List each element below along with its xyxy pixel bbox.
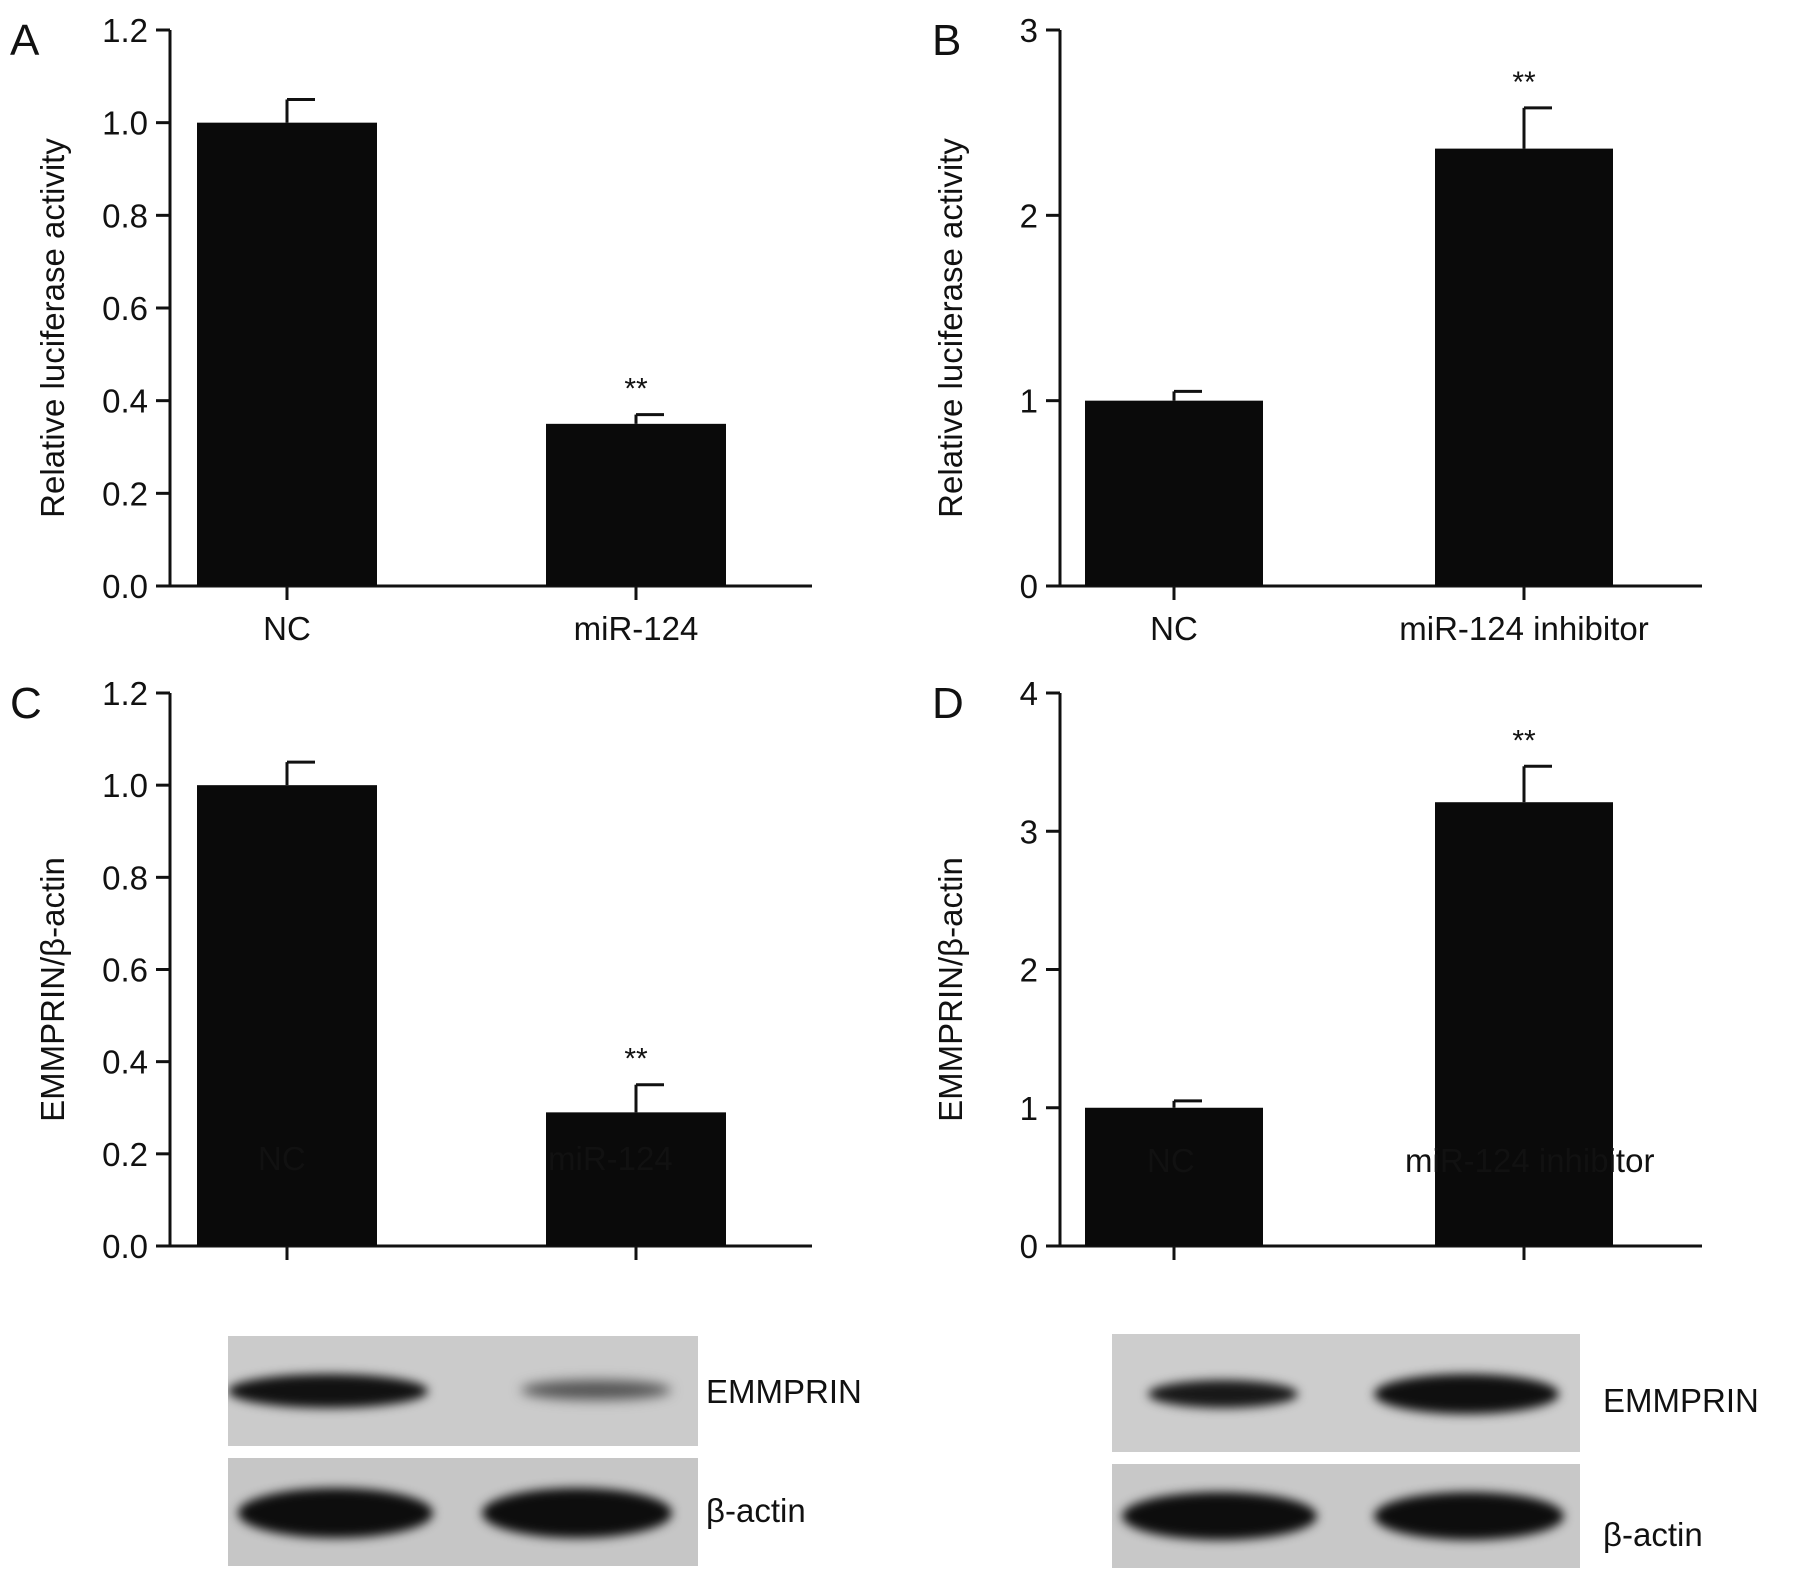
significance-b-1: **	[1512, 66, 1536, 99]
panel-letter-d: D	[932, 679, 964, 728]
y-tick-label-d-1: 1	[1020, 1090, 1038, 1127]
blot-c-actin-band-mir124	[482, 1488, 672, 1538]
significance-a-1: **	[624, 373, 648, 406]
blot-d-emmprin-label: EMMPRIN	[1603, 1382, 1759, 1419]
blot-c-emmprin-strip	[228, 1336, 698, 1446]
bar-b-0	[1085, 400, 1263, 586]
x-tick-label-b-0: NC	[1150, 610, 1198, 647]
bar-d-0	[1085, 1107, 1263, 1246]
blot-d-emmprin-band-inhibitor	[1374, 1374, 1559, 1414]
y-axis-label-b: Relative luciferase activity	[932, 138, 969, 518]
x-tick-label-a-0: NC	[263, 610, 311, 647]
y-tick-label-a-3: 0.6	[102, 290, 148, 327]
blot-c-lane-label-nc: NC	[258, 1140, 306, 1177]
bar-a-1	[546, 423, 726, 586]
y-tick-label-c-5: 1.0	[102, 767, 148, 804]
bar-b-1	[1435, 148, 1613, 586]
x-tick-label-a-1: miR-124	[574, 610, 699, 647]
chart-panel-a: A 0.0 0.2 0.4 0.6 0.8 1.0 1.2 Relative luciferas…	[10, 12, 812, 647]
y-tick-label-c-3: 0.6	[102, 952, 148, 989]
y-axis-label-a: Relative luciferase activity	[34, 138, 71, 518]
blot-c-emmprin-band-mir124	[521, 1380, 671, 1400]
y-tick-label-c-1: 0.2	[102, 1136, 148, 1173]
y-tick-label-d-2: 2	[1020, 952, 1038, 989]
blot-c-emmprin-label: EMMPRIN	[706, 1373, 862, 1410]
y-tick-label-b-2: 2	[1020, 197, 1038, 234]
bar-c-0	[197, 785, 377, 1246]
blot-d-emmprin-strip	[1112, 1334, 1580, 1452]
y-tick-label-c-2: 0.4	[102, 1044, 148, 1081]
blot-d-actin-band-inhibitor	[1374, 1492, 1564, 1540]
y-tick-label-a-0: 0.0	[102, 568, 148, 605]
bar-c-1	[546, 1112, 726, 1246]
y-tick-label-a-2: 0.4	[102, 383, 148, 420]
y-tick-label-b-1: 1	[1020, 383, 1038, 420]
blot-c-actin-band-nc	[238, 1488, 433, 1538]
blot-c-actin-strip	[228, 1458, 698, 1566]
y-tick-label-a-1: 0.2	[102, 475, 148, 512]
blot-d-lane-label-nc: NC	[1147, 1142, 1195, 1179]
blot-d-lane-label-inhibitor: miR-124 inhibitor	[1405, 1142, 1655, 1179]
y-tick-label-d-3: 3	[1020, 813, 1038, 850]
blot-d-emmprin-band-nc	[1148, 1380, 1298, 1408]
y-axis-label-c: EMMPRIN/β-actin	[34, 857, 71, 1122]
panel-letter-b: B	[932, 16, 961, 65]
blot-c-lane-label-mir124: miR-124	[548, 1140, 673, 1177]
blot-c-emmprin-band-nc	[228, 1374, 428, 1408]
bar-d-1	[1435, 802, 1613, 1246]
y-tick-label-d-4: 4	[1020, 675, 1038, 712]
y-tick-label-d-0: 0	[1020, 1228, 1038, 1260]
blot-d-actin-band-nc	[1122, 1492, 1317, 1540]
significance-c-1: **	[624, 1043, 648, 1076]
y-tick-label-b-0: 0	[1020, 568, 1038, 605]
y-tick-label-c-4: 0.8	[102, 859, 148, 896]
x-tick-label-b-1: miR-124 inhibitor	[1399, 610, 1648, 647]
significance-d-1: **	[1512, 724, 1536, 757]
blot-c-actin-label: β-actin	[706, 1492, 806, 1529]
chart-panel-b: B 0 1 2 3 Relative luciferase activity NC ** miR…	[932, 12, 1702, 647]
chart-panel-d: D 0 1 2 3 4 EMMPRIN/β-actin **	[932, 675, 1702, 1260]
y-tick-label-c-0: 0.0	[102, 1228, 148, 1260]
y-tick-label-a-5: 1.0	[102, 105, 148, 142]
y-axis-label-d: EMMPRIN/β-actin	[932, 857, 969, 1122]
y-tick-label-a-6: 1.2	[102, 12, 148, 49]
y-tick-label-b-3: 3	[1020, 12, 1038, 49]
y-tick-label-c-6: 1.2	[102, 675, 148, 712]
chart-panel-c: C 0.0 0.2 0.4 0.6 0.8 1.0 1.2 EMMPRIN/β-actin **	[10, 675, 812, 1260]
panel-letter-c: C	[10, 679, 42, 728]
bar-a-0	[197, 122, 377, 587]
blot-d-actin-label: β-actin	[1603, 1516, 1703, 1553]
y-tick-label-a-4: 0.8	[102, 197, 148, 234]
panel-letter-a: A	[10, 16, 40, 65]
blot-d-actin-strip	[1112, 1464, 1580, 1568]
